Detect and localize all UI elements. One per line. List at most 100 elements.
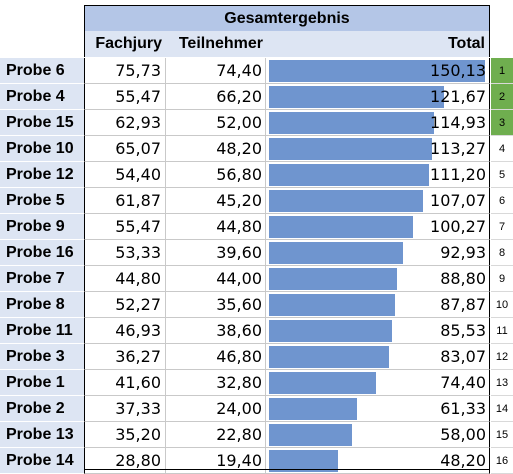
row-label[interactable]: Probe 13 — [0, 422, 84, 448]
cell-teilnehmer[interactable]: 45,20 — [166, 188, 266, 214]
cell-fachjury[interactable]: 55,47 — [84, 214, 166, 240]
cell-teilnehmer[interactable]: 48,20 — [166, 136, 266, 162]
cell-fachjury[interactable]: 53,33 — [84, 240, 166, 266]
cell-total[interactable]: 150,13 — [266, 58, 490, 84]
cell-total[interactable]: 74,40 — [266, 370, 490, 396]
cell-teilnehmer[interactable]: 46,80 — [166, 344, 266, 370]
cell-total[interactable]: 48,20 — [266, 448, 490, 474]
row-label[interactable]: Probe 4 — [0, 84, 84, 110]
cell-teilnehmer[interactable]: 39,60 — [166, 240, 266, 266]
cell-fachjury[interactable]: 41,60 — [84, 370, 166, 396]
cell-teilnehmer[interactable]: 19,40 — [166, 448, 266, 474]
row-label[interactable]: Probe 5 — [0, 188, 84, 214]
cell-rank[interactable]: 2 — [491, 84, 513, 110]
cell-fachjury[interactable]: 75,73 — [84, 58, 166, 84]
cell-total[interactable]: 121,67 — [266, 84, 490, 110]
cell-total[interactable]: 111,20 — [266, 162, 490, 188]
cell-teilnehmer[interactable]: 44,00 — [166, 266, 266, 292]
cell-fachjury[interactable]: 54,40 — [84, 162, 166, 188]
table-row: Probe 4 55,47 66,20 121,67 2 — [0, 84, 513, 110]
table-row: Probe 8 52,27 35,60 87,87 10 — [0, 292, 513, 318]
column-header-fachjury[interactable]: Fachjury — [95, 35, 162, 52]
row-label[interactable]: Probe 15 — [0, 110, 84, 136]
cell-teilnehmer[interactable]: 32,80 — [166, 370, 266, 396]
data-bar — [269, 424, 352, 446]
cell-rank[interactable]: 16 — [491, 448, 513, 474]
cell-fachjury[interactable]: 28,80 — [84, 448, 166, 474]
data-bar — [269, 216, 413, 238]
row-label[interactable]: Probe 9 — [0, 214, 84, 240]
data-bar — [269, 450, 338, 472]
cell-fachjury[interactable]: 36,27 — [84, 344, 166, 370]
cell-teilnehmer[interactable]: 35,60 — [166, 292, 266, 318]
cell-rank[interactable]: 10 — [491, 292, 513, 318]
cell-rank[interactable]: 8 — [491, 240, 513, 266]
cell-rank[interactable]: 1 — [491, 58, 513, 84]
table-row: Probe 11 46,93 38,60 85,53 11 — [0, 318, 513, 344]
table-row: Probe 10 65,07 48,20 113,27 4 — [0, 136, 513, 162]
row-label[interactable]: Probe 8 — [0, 292, 84, 318]
row-label[interactable]: Probe 12 — [0, 162, 84, 188]
cell-total[interactable]: 100,27 — [266, 214, 490, 240]
row-label[interactable]: Probe 10 — [0, 136, 84, 162]
data-bar — [269, 268, 397, 290]
data-bar — [269, 190, 423, 212]
cell-teilnehmer[interactable]: 52,00 — [166, 110, 266, 136]
cell-fachjury[interactable]: 65,07 — [84, 136, 166, 162]
cell-teilnehmer[interactable]: 66,20 — [166, 84, 266, 110]
cell-rank[interactable]: 5 — [491, 162, 513, 188]
row-label[interactable]: Probe 11 — [0, 318, 84, 344]
cell-teilnehmer[interactable]: 44,80 — [166, 214, 266, 240]
cell-total[interactable]: 87,87 — [266, 292, 490, 318]
total-value: 85,53 — [440, 321, 486, 340]
cell-rank[interactable]: 9 — [491, 266, 513, 292]
cell-total[interactable]: 61,33 — [266, 396, 490, 422]
column-header-teilnehmer[interactable]: Teilnehmer — [178, 35, 263, 52]
cell-fachjury[interactable]: 62,93 — [84, 110, 166, 136]
cell-rank[interactable]: 4 — [491, 136, 513, 162]
cell-fachjury[interactable]: 61,87 — [84, 188, 166, 214]
cell-teilnehmer[interactable]: 24,00 — [166, 396, 266, 422]
cell-rank[interactable]: 6 — [491, 188, 513, 214]
cell-fachjury[interactable]: 46,93 — [84, 318, 166, 344]
cell-total[interactable]: 107,07 — [266, 188, 490, 214]
data-bar — [269, 398, 357, 420]
cell-rank[interactable]: 7 — [491, 214, 513, 240]
total-value: 88,80 — [440, 269, 486, 288]
total-value: 61,33 — [440, 399, 486, 418]
cell-fachjury[interactable]: 37,33 — [84, 396, 166, 422]
cell-rank[interactable]: 15 — [491, 422, 513, 448]
row-label[interactable]: Probe 3 — [0, 344, 84, 370]
row-label[interactable]: Probe 6 — [0, 58, 84, 84]
cell-fachjury[interactable]: 52,27 — [84, 292, 166, 318]
column-header-total[interactable]: Total — [447, 35, 485, 52]
row-label[interactable]: Probe 2 — [0, 396, 84, 422]
cell-total[interactable]: 58,00 — [266, 422, 490, 448]
cell-rank[interactable]: 13 — [491, 370, 513, 396]
group-header-gesamtergebnis[interactable]: Gesamtergebnis — [84, 5, 490, 31]
row-label[interactable]: Probe 1 — [0, 370, 84, 396]
cell-total[interactable]: 92,93 — [266, 240, 490, 266]
cell-fachjury[interactable]: 44,80 — [84, 266, 166, 292]
row-label[interactable]: Probe 7 — [0, 266, 84, 292]
cell-fachjury[interactable]: 55,47 — [84, 84, 166, 110]
data-bar — [269, 164, 429, 186]
cell-total[interactable]: 114,93 — [266, 110, 490, 136]
cell-total[interactable]: 113,27 — [266, 136, 490, 162]
cell-teilnehmer[interactable]: 22,80 — [166, 422, 266, 448]
cell-total[interactable]: 88,80 — [266, 266, 490, 292]
cell-teilnehmer[interactable]: 56,80 — [166, 162, 266, 188]
cell-total[interactable]: 85,53 — [266, 318, 490, 344]
cell-fachjury[interactable]: 35,20 — [84, 422, 166, 448]
cell-total[interactable]: 83,07 — [266, 344, 490, 370]
cell-rank[interactable]: 3 — [491, 110, 513, 136]
cell-rank[interactable]: 14 — [491, 396, 513, 422]
cell-teilnehmer[interactable]: 74,40 — [166, 58, 266, 84]
cell-rank[interactable]: 11 — [491, 318, 513, 344]
cell-teilnehmer[interactable]: 38,60 — [166, 318, 266, 344]
total-value: 87,87 — [440, 295, 486, 314]
row-label[interactable]: Probe 16 — [0, 240, 84, 266]
cell-rank[interactable]: 12 — [491, 344, 513, 370]
total-value: 114,93 — [430, 113, 486, 132]
row-label[interactable]: Probe 14 — [0, 448, 84, 474]
